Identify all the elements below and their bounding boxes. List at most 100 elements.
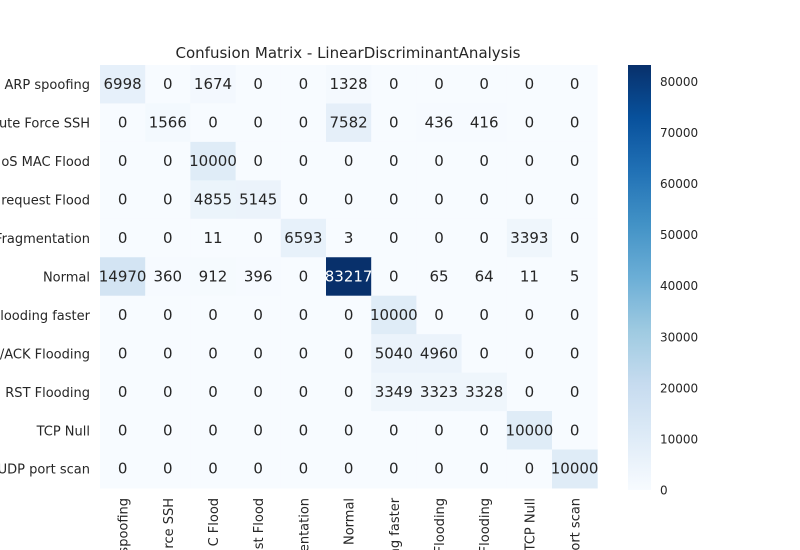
cell-value-label: 3393 xyxy=(510,229,548,247)
cell-value-label: 0 xyxy=(253,114,263,132)
cell-value-label: 0 xyxy=(299,191,309,209)
cell-value-label: 0 xyxy=(344,191,354,209)
cell-value-label: 436 xyxy=(425,114,454,132)
cell-value-label: 6593 xyxy=(284,229,322,247)
x-tick-label: Normal xyxy=(343,498,358,545)
cell-value-label: 0 xyxy=(118,383,128,401)
cell-value-label: 0 xyxy=(344,460,354,478)
x-tick-label: C Flood xyxy=(207,498,222,546)
cell-value-label: 0 xyxy=(163,460,173,478)
colorbar-tick-label: 40000 xyxy=(660,279,698,293)
cell-value-label: 0 xyxy=(525,383,535,401)
y-tick-label: Flooding faster xyxy=(0,309,91,324)
cell-value-label: 0 xyxy=(434,191,444,209)
y-tick-label: /ACK Flooding xyxy=(0,347,90,362)
colorbar-tick-label: 30000 xyxy=(660,330,698,344)
cell-value-label: 0 xyxy=(344,152,354,170)
cell-value-label: 64 xyxy=(475,267,494,285)
cell-value-label: 0 xyxy=(479,75,489,93)
cell-value-label: 0 xyxy=(344,344,354,362)
colorbar: 0100002000030000400005000060000700008000… xyxy=(628,65,698,498)
y-tick-label: Normal xyxy=(43,270,90,285)
cell-value-label: 0 xyxy=(525,114,535,132)
cell-value-label: 3349 xyxy=(375,383,413,401)
cell-value-label: 0 xyxy=(163,344,173,362)
cell-value-label: 0 xyxy=(299,344,309,362)
cell-value-label: 10000 xyxy=(189,152,237,170)
cell-value-label: 0 xyxy=(479,191,489,209)
cell-value-label: 0 xyxy=(479,344,489,362)
cell-value-label: 0 xyxy=(163,383,173,401)
cell-value-label: 0 xyxy=(389,191,399,209)
cell-value-label: 1566 xyxy=(149,114,187,132)
cell-value-label: 0 xyxy=(389,114,399,132)
cell-value-label: 0 xyxy=(434,152,444,170)
cell-value-label: 0 xyxy=(344,383,354,401)
x-tick-label: Flooding xyxy=(433,498,448,550)
cell-value-label: 11 xyxy=(203,229,222,247)
cell-value-label: 0 xyxy=(253,229,263,247)
cell-value-label: 1674 xyxy=(194,75,232,93)
y-tick-label: ARP spoofing xyxy=(4,78,90,93)
cell-value-label: 3 xyxy=(344,229,354,247)
cell-value-label: 0 xyxy=(389,460,399,478)
cell-value-label: 0 xyxy=(253,383,263,401)
x-tick-labels: spoofing rce SSH C Flood st Flood entation No… xyxy=(117,497,584,550)
cell-value-label: 0 xyxy=(253,344,263,362)
cell-value-label: 0 xyxy=(118,191,128,209)
cell-value-label: 0 xyxy=(299,152,309,170)
cell-value-label: 0 xyxy=(434,75,444,93)
cell-value-label: 396 xyxy=(244,267,273,285)
cell-value-label: 360 xyxy=(153,267,182,285)
cell-value-label: 0 xyxy=(479,229,489,247)
cell-value-label: 0 xyxy=(389,421,399,439)
cell-value-label: 0 xyxy=(163,421,173,439)
cell-value-label: 0 xyxy=(479,306,489,324)
cell-value-label: 10000 xyxy=(370,306,418,324)
cell-value-label: 0 xyxy=(163,75,173,93)
cell-value-label: 3323 xyxy=(420,383,458,401)
cell-value-label: 0 xyxy=(163,191,173,209)
cell-value-label: 0 xyxy=(299,114,309,132)
cell-value-label: 0 xyxy=(163,229,173,247)
cell-value-label: 0 xyxy=(118,460,128,478)
x-tick-label: TCP Null xyxy=(523,498,538,550)
y-tick-label: Fragmentation xyxy=(0,232,90,247)
cell-value-label: 0 xyxy=(208,114,218,132)
colorbar-tick-label: 70000 xyxy=(660,126,698,140)
cell-value-label: 5145 xyxy=(239,191,277,209)
cell-value-label: 0 xyxy=(570,421,580,439)
cell-value-label: 6998 xyxy=(104,75,142,93)
cell-value-label: 0 xyxy=(118,114,128,132)
cell-value-label: 0 xyxy=(479,152,489,170)
y-tick-label: o request Flood xyxy=(0,194,90,209)
cell-value-label: 10000 xyxy=(551,460,599,478)
cell-value-label: 7582 xyxy=(330,114,368,132)
cell-value-label: 0 xyxy=(299,267,309,285)
y-tick-label: I RST Flooding xyxy=(0,386,90,401)
cell-value-label: 0 xyxy=(570,229,580,247)
x-tick-label: st Flood xyxy=(252,498,267,549)
colorbar-tick-label: 60000 xyxy=(660,177,698,191)
cell-value-label: 0 xyxy=(570,306,580,324)
cell-value-label: 0 xyxy=(253,460,263,478)
cell-value-label: 3328 xyxy=(465,383,503,401)
colorbar-tick-label: 10000 xyxy=(660,432,698,446)
y-tick-label: oS MAC Flood xyxy=(1,155,90,170)
cell-value-label: 0 xyxy=(525,460,535,478)
colorbar-gradient xyxy=(628,65,651,490)
x-tick-label: spoofing xyxy=(117,498,132,550)
cell-value-label: 0 xyxy=(434,306,444,324)
cell-value-label: 0 xyxy=(434,421,444,439)
cell-value-label: 416 xyxy=(470,114,499,132)
cell-value-label: 0 xyxy=(299,306,309,324)
cell-value-label: 4960 xyxy=(420,344,458,362)
cell-value-label: 0 xyxy=(253,75,263,93)
colorbar-tick-label: 0 xyxy=(660,484,668,498)
colorbar-tick-label: 20000 xyxy=(660,381,698,395)
x-tick-label: entation xyxy=(297,498,312,550)
cell-value-label: 0 xyxy=(434,229,444,247)
colorbar-tick-label: 80000 xyxy=(660,75,698,89)
cell-value-label: 0 xyxy=(163,306,173,324)
cell-value-label: 0 xyxy=(570,344,580,362)
